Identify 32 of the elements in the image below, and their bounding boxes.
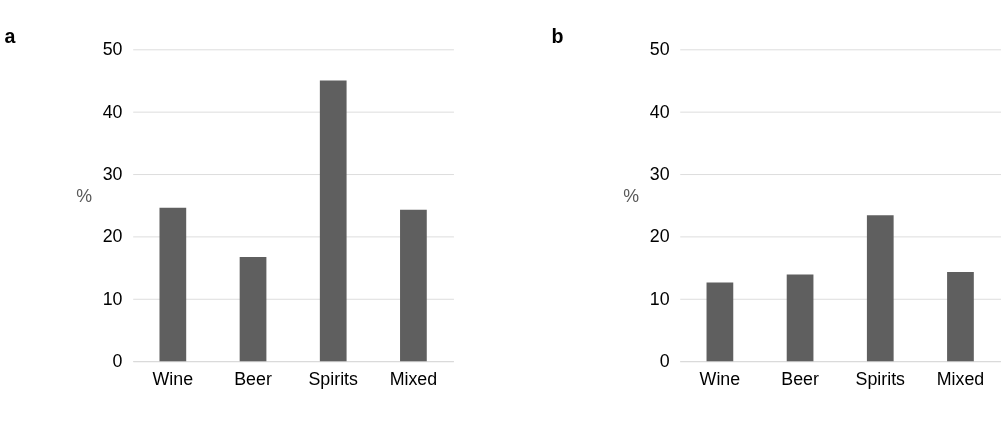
y-tick-label: 30 — [102, 163, 123, 184]
x-tick-label: Wine — [699, 368, 741, 389]
y-tick-label: 30 — [649, 163, 670, 184]
chart-title: a — [4, 25, 17, 48]
y-tick-label: 50 — [649, 39, 670, 60]
y-tick-label: 40 — [102, 101, 123, 122]
y-axis-title: % — [76, 186, 93, 207]
y-tick-label: 20 — [102, 226, 123, 247]
y-tick-label: 20 — [649, 226, 670, 247]
bar — [400, 209, 427, 362]
x-tick-label: Wine — [152, 368, 194, 389]
bar — [239, 257, 267, 362]
bar — [319, 80, 347, 362]
y-tick-label: 10 — [649, 288, 670, 309]
x-tick-label: Mixed — [389, 368, 438, 389]
chart-title: b — [551, 25, 564, 48]
bar — [947, 272, 974, 362]
x-tick-label: Mixed — [936, 368, 985, 389]
bar — [159, 207, 187, 362]
x-tick-label: Beer — [781, 368, 819, 389]
x-tick-label: Spirits — [855, 368, 906, 389]
bar — [786, 274, 814, 362]
bar — [866, 215, 894, 362]
x-tick-label: Beer — [234, 368, 272, 389]
x-tick-label: Spirits — [308, 368, 359, 389]
bar — [706, 282, 734, 362]
y-axis-title: % — [623, 186, 640, 207]
y-tick-label: 0 — [659, 350, 670, 371]
y-tick-label: 10 — [102, 288, 123, 309]
y-tick-label: 40 — [649, 101, 670, 122]
y-tick-label: 50 — [102, 39, 123, 60]
y-tick-label: 0 — [112, 350, 123, 371]
